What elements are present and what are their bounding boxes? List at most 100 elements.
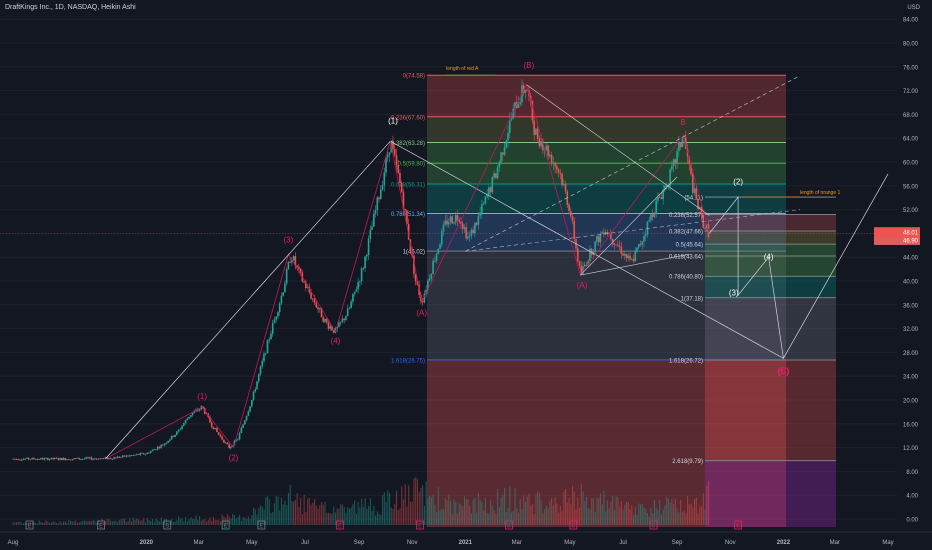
wave-label: (B) [524,61,535,70]
candle-body [613,243,616,246]
price-tick: 36.00 [903,303,919,309]
wave-label: (C) [777,366,790,376]
candle-body [273,319,276,323]
candle-body [275,316,277,320]
volume-bar [240,521,242,525]
wave-label: (1) [197,392,207,401]
candle-body [578,261,581,266]
volume-bar [444,498,446,525]
volume-bar [394,503,396,525]
volume-bar [110,520,112,525]
earnings-event-marker[interactable] [221,520,230,530]
candle-body [688,156,691,165]
fib-label: 0.618(43.64) [669,255,703,261]
volume-bar [212,516,215,525]
volume-bar [315,505,317,525]
candle-body [629,255,631,260]
candle-body [435,253,438,261]
fib-zone [427,163,786,184]
candle-body [529,95,532,101]
earnings-event-marker[interactable] [163,520,172,530]
candle-body [148,452,150,454]
volume-bar [549,500,551,525]
volume-bar [31,522,33,525]
volume-bar [305,511,307,525]
candle-body [245,415,248,421]
volume-bar [526,496,528,525]
wave-label: (1) [388,116,398,125]
earnings-event-marker[interactable] [569,520,578,530]
candle-body [524,89,527,93]
candle-body [111,458,114,460]
earnings-event-marker[interactable] [335,520,344,530]
volume-bar [29,522,32,525]
volume-bar [202,519,204,525]
candle-body [439,244,441,249]
earnings-event-marker[interactable] [416,520,424,530]
volume-bar [347,507,349,525]
time-axis[interactable] [0,532,932,550]
volume-bar [472,499,474,525]
candle-body [299,268,302,273]
volume-bar [582,491,584,525]
candle-body [285,269,288,284]
candle-body [350,301,352,308]
candle-body [517,103,520,108]
candle-body [622,253,624,256]
volume-bar [690,503,692,525]
earnings-event-marker[interactable] [734,520,742,530]
wave-path [389,83,710,304]
candle-body [71,459,74,460]
earnings-event-marker[interactable] [257,520,266,530]
volume-bar [409,501,412,525]
volume-bar [42,522,44,525]
volume-bar [627,502,629,525]
volume-bar [279,510,281,525]
volume-bar [524,501,527,525]
volume-bar [507,507,509,525]
price-axis[interactable] [897,0,932,550]
volume-bar [258,507,260,525]
candle-body [693,188,696,193]
volume-bar [117,522,119,525]
volume-bar [162,522,164,525]
candle-body [526,89,528,91]
volume-bar [273,503,276,525]
candle-body [568,204,570,211]
volume-bar [340,504,342,525]
volume-bar [606,500,608,525]
volume-bar [24,522,26,525]
candle-body [634,251,637,262]
candle-body [421,301,424,303]
volume-bar [531,504,534,525]
volume-bar [601,504,603,525]
candle-body [554,162,556,167]
candle-body [392,141,394,149]
earnings-event-marker[interactable] [649,520,658,530]
candle-body [54,458,56,460]
candle-body [216,427,218,432]
volume-bar [158,521,161,525]
fib-label: 1.618(26.72) [669,359,703,365]
volume-bar [354,500,356,525]
volume-bar [237,516,239,525]
time-tick: Sep [672,540,683,546]
volume-bar [626,502,628,525]
candle-body [442,224,445,232]
candle-body [545,145,548,150]
candle-body [230,446,232,449]
earnings-event-marker[interactable] [97,520,105,530]
volume-bar [87,521,89,525]
candle-body [367,238,370,255]
candle-body [130,455,133,457]
volume-bar [90,521,93,525]
candle-body [644,234,647,236]
candle-body [151,449,154,452]
candle-body [463,227,466,229]
volume-bar [296,493,298,525]
earnings-event-marker[interactable] [504,520,513,530]
fib-label: 0.618(56.31) [391,182,425,188]
earnings-event-marker[interactable] [25,520,34,530]
volume-bar [622,509,624,525]
volume-bar [298,507,300,525]
